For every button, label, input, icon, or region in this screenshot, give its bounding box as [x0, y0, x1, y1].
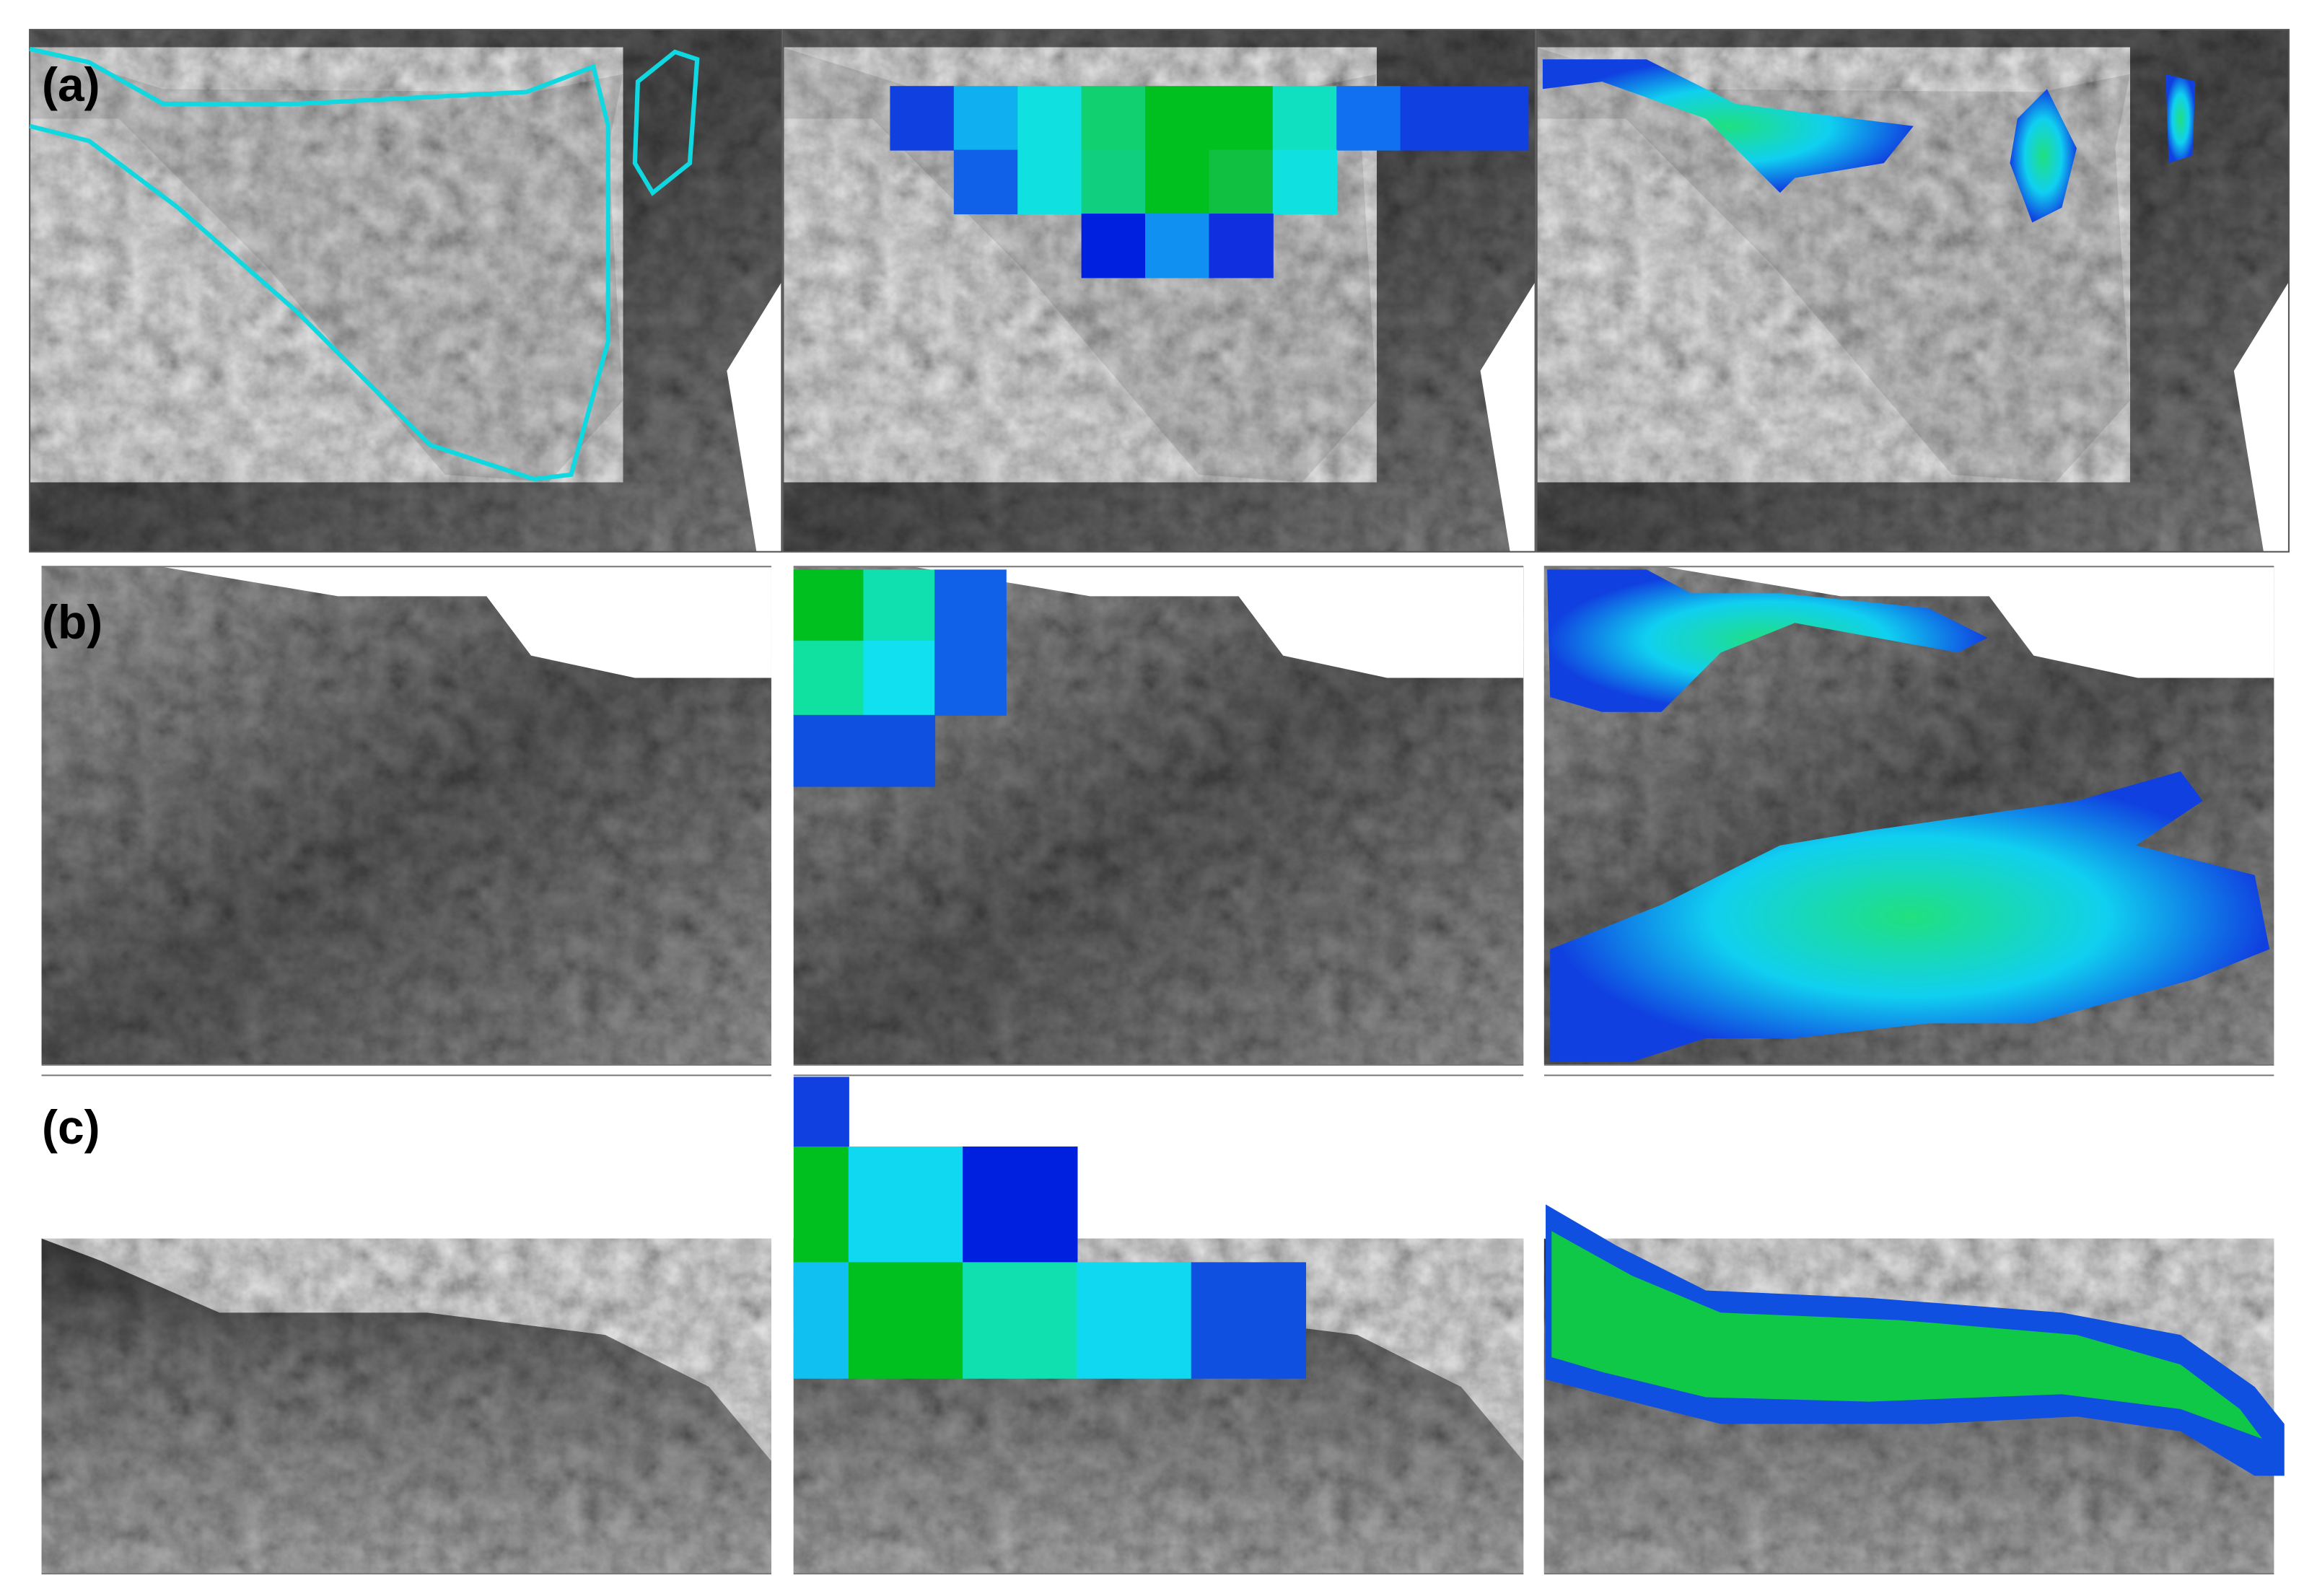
grid-cell: [963, 1146, 1078, 1263]
grid-cell: [1209, 86, 1274, 151]
grid-cell: [863, 641, 936, 716]
grid-cell: [1191, 1262, 1307, 1379]
grid-cell: [793, 714, 936, 787]
image-b-1: [42, 566, 771, 1065]
grid-cell: [1463, 86, 1529, 151]
grid-cell: [793, 1146, 849, 1263]
heat-overlay: [2010, 89, 2077, 223]
grid-cell: [1017, 86, 1082, 151]
image-c-1: [42, 1075, 771, 1574]
panel-label: (c): [42, 1100, 100, 1154]
grid-cell: [1400, 86, 1466, 151]
grid-overlay: [793, 1077, 1307, 1379]
grid-cell: [1017, 149, 1082, 215]
outline: [29, 46, 610, 482]
outline: [632, 49, 700, 196]
panel-label: (a): [42, 58, 100, 111]
figure-body: [30, 30, 2289, 1574]
grid-cell: [1209, 214, 1274, 279]
grid-cell: [1272, 149, 1338, 215]
image-a-1: [30, 30, 781, 552]
grid-cell: [963, 1262, 1078, 1379]
heat-overlay: [2165, 74, 2196, 164]
grid-cell: [890, 86, 955, 151]
grid-cell: [793, 1077, 849, 1148]
heat-overlay: [1547, 569, 1988, 712]
heat-overlay: [1542, 59, 1914, 193]
heat-overlay: [1551, 1231, 2262, 1439]
grid-cell: [1081, 86, 1147, 151]
panel-label: (b): [42, 595, 102, 649]
grid-cell: [793, 641, 864, 716]
grid-cell: [934, 641, 1007, 716]
grid-cell: [863, 569, 936, 642]
grid-cell: [1145, 214, 1210, 279]
grid-cell: [953, 149, 1019, 215]
grid-cell: [1081, 214, 1147, 279]
grid-cell: [934, 569, 1007, 642]
grid-cell: [793, 569, 864, 642]
grid-cell: [953, 86, 1019, 151]
grid-cell: [793, 1262, 849, 1379]
heat-overlay: [1550, 771, 2270, 1062]
grid-cell: [1145, 86, 1210, 151]
grid-cell: [848, 1262, 964, 1379]
grid-cell: [1077, 1262, 1192, 1379]
grid-overlay: [793, 569, 1007, 787]
grid-cell: [1209, 149, 1274, 215]
grid-cell: [1336, 86, 1401, 151]
grid-overlay: [890, 86, 1529, 279]
grid-cell: [1081, 149, 1147, 215]
grid-cell: [1145, 149, 1210, 215]
grid-cell: [1272, 86, 1338, 151]
grid-cell: [848, 1146, 964, 1263]
